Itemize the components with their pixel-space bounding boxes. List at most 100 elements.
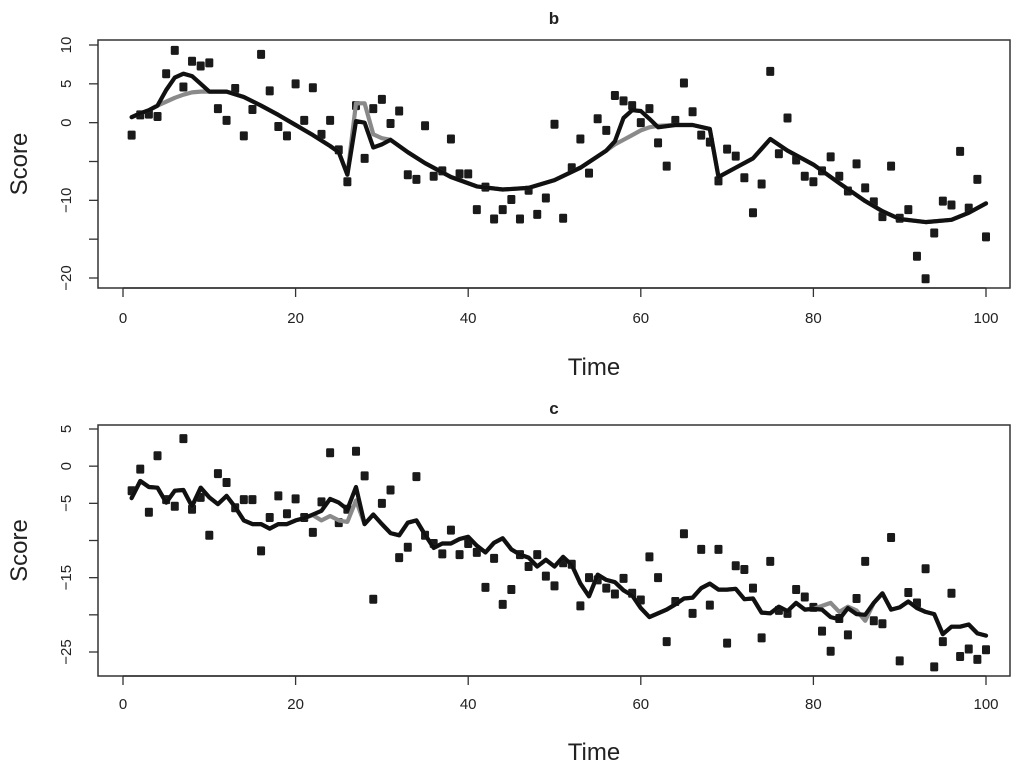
data-point — [818, 626, 827, 636]
x-tick-label: 0 — [119, 310, 127, 327]
plot-frame — [97, 424, 1011, 677]
data-point — [541, 571, 550, 581]
data-point — [904, 205, 913, 215]
data-point — [852, 159, 861, 169]
data-point — [645, 104, 654, 114]
data-point — [843, 630, 852, 640]
data-point — [265, 512, 274, 522]
data-point — [688, 107, 697, 117]
data-point — [938, 196, 947, 206]
data-point — [326, 115, 335, 125]
data-point — [274, 122, 283, 132]
data-point — [248, 495, 257, 505]
data-point — [490, 214, 499, 224]
data-point — [964, 644, 973, 654]
data-point — [826, 646, 835, 656]
data-point — [231, 83, 240, 93]
y-axis-label: Score — [6, 519, 33, 582]
y-tick-label: −15 — [58, 565, 75, 590]
data-point — [265, 86, 274, 96]
x-tick-label: 0 — [119, 696, 127, 713]
y-tick-label: 5 — [58, 425, 75, 433]
data-point — [455, 169, 464, 179]
data-point — [412, 174, 421, 184]
data-point — [317, 129, 326, 139]
data-point — [472, 547, 481, 557]
data-point — [196, 61, 205, 71]
data-point — [188, 56, 197, 66]
panel-title: b — [549, 9, 559, 28]
plot-frame — [97, 39, 1011, 289]
data-point — [421, 121, 430, 131]
data-point — [766, 556, 775, 566]
data-point — [559, 213, 568, 223]
data-point — [386, 485, 395, 495]
data-point — [386, 118, 395, 128]
data-point — [947, 200, 956, 210]
data-point — [982, 232, 990, 242]
data-point — [403, 542, 412, 552]
data-point — [317, 497, 326, 507]
data-point — [956, 146, 965, 156]
data-point — [438, 549, 447, 559]
data-point — [697, 130, 706, 140]
data-point — [239, 495, 248, 505]
data-point — [239, 131, 248, 141]
data-point — [222, 478, 231, 488]
data-point — [723, 638, 732, 648]
data-point — [731, 561, 740, 571]
data-point — [162, 69, 171, 79]
x-axis-label: Time — [568, 354, 620, 381]
panel-title: c — [549, 399, 558, 418]
data-point — [947, 588, 956, 598]
data-point — [740, 564, 749, 574]
data-point — [576, 134, 585, 144]
data-point — [938, 637, 947, 647]
data-point — [481, 582, 490, 592]
data-point — [654, 138, 663, 148]
data-point — [774, 149, 783, 159]
gray-series-line — [129, 89, 989, 225]
data-point — [170, 45, 179, 55]
data-point — [852, 593, 861, 603]
panel-b: b 0 20 40 60 80 100 Time 10 5 0 −10 −20 Score — [6, 9, 1011, 381]
data-point — [826, 152, 835, 162]
data-point — [205, 530, 214, 540]
data-point — [679, 78, 688, 88]
data-point — [628, 101, 637, 111]
data-point — [757, 633, 766, 643]
y-tick-label: 5 — [58, 80, 75, 88]
data-point — [714, 544, 723, 554]
data-point — [835, 171, 844, 181]
x-tick-label: 40 — [460, 696, 477, 713]
data-point — [136, 464, 145, 474]
data-point — [472, 205, 481, 215]
y-tick-label: 10 — [58, 37, 75, 54]
data-point — [291, 494, 300, 504]
x-tick-label: 20 — [287, 696, 304, 713]
data-point — [213, 104, 222, 114]
data-point — [541, 193, 550, 203]
x-tick-label: 40 — [460, 310, 477, 327]
y-axis-label: Score — [6, 133, 33, 196]
data-point — [455, 550, 464, 560]
data-point — [688, 608, 697, 618]
x-tick-label: 60 — [632, 696, 649, 713]
data-point — [291, 79, 300, 89]
data-point — [671, 115, 680, 125]
data-point — [714, 176, 723, 186]
y-tick-label: −10 — [58, 188, 75, 213]
data-point — [636, 118, 645, 128]
data-point — [662, 637, 671, 647]
data-point — [446, 134, 455, 144]
data-point — [395, 553, 404, 563]
x-tick-label: 100 — [973, 696, 998, 713]
dark-series-line — [129, 478, 989, 638]
data-point — [748, 208, 757, 218]
data-point — [446, 525, 455, 535]
data-point — [257, 546, 266, 556]
data-point — [179, 82, 188, 92]
data-point — [610, 589, 619, 599]
y-tick-label: −25 — [58, 639, 75, 664]
